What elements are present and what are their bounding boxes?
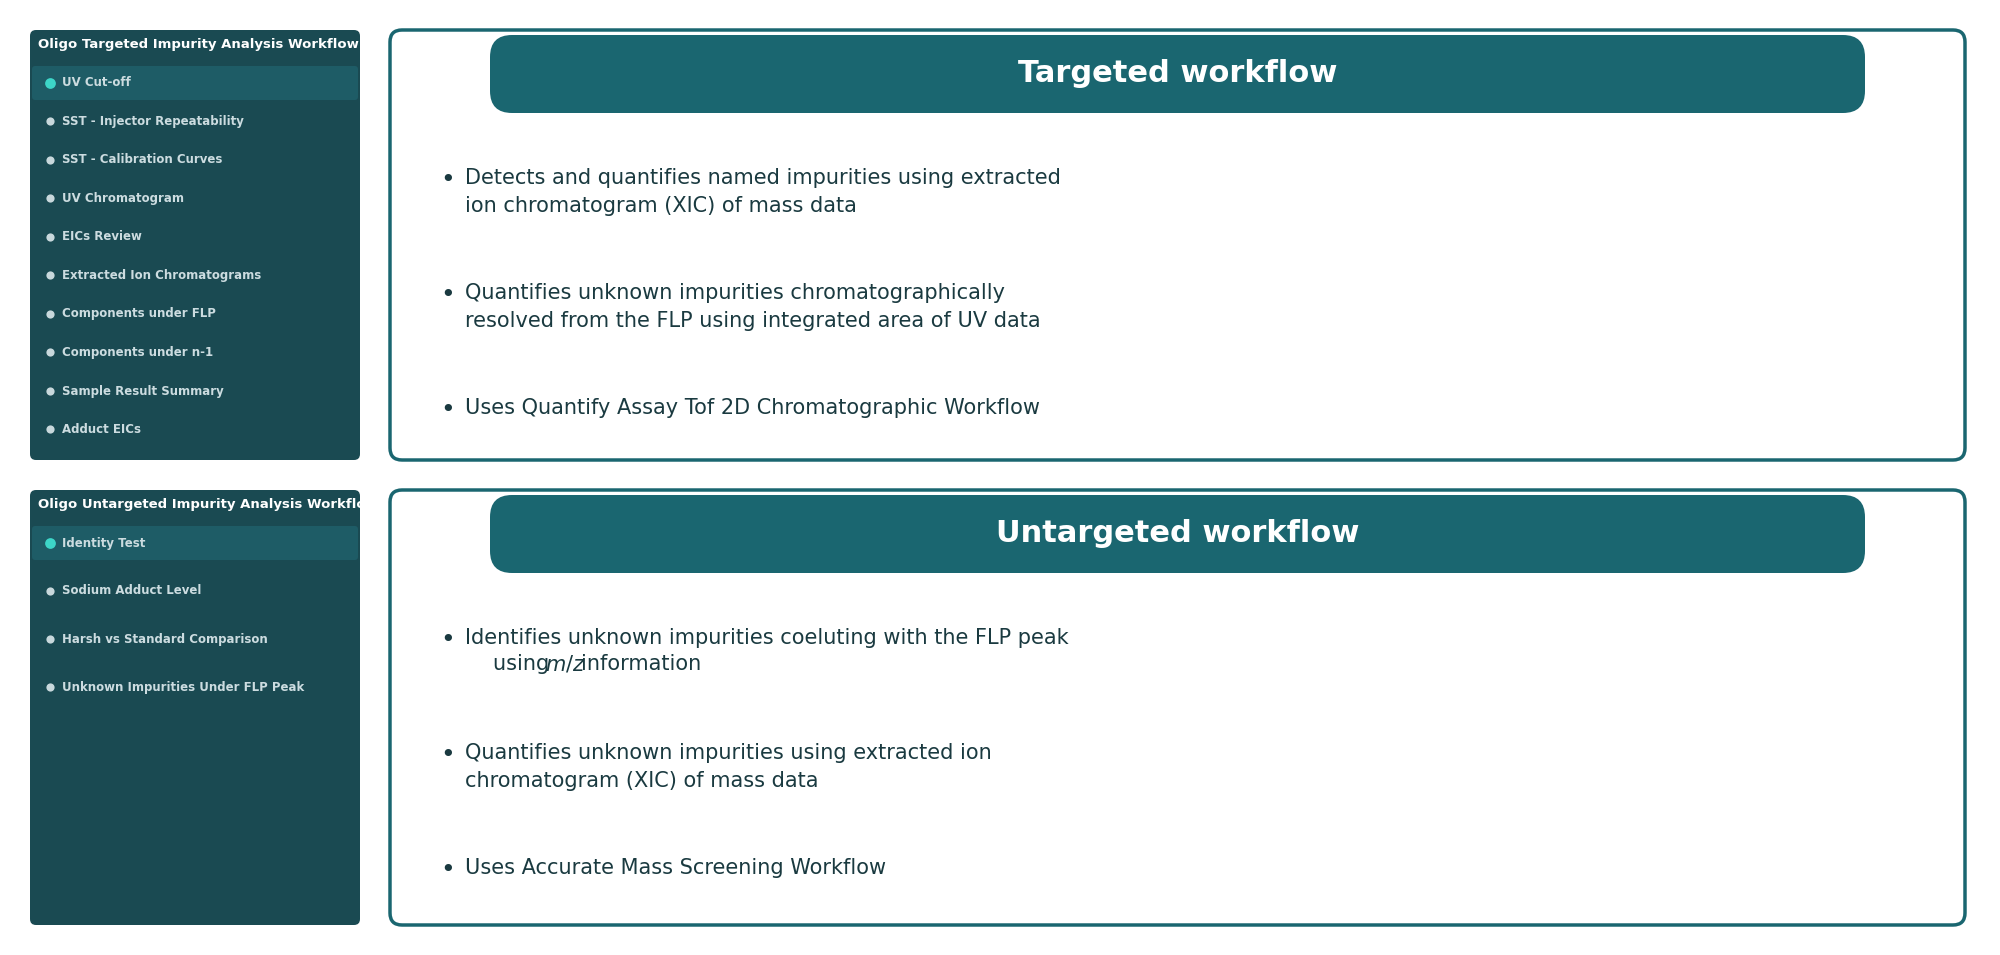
Point (34, 307, 66, 322)
Text: Uses Quantify Assay Tof 2D Chromatographic Workflow: Uses Quantify Assay Tof 2D Chromatograph… (464, 398, 1040, 418)
Text: Identifies unknown impurities coeluting with the FLP peak: Identifies unknown impurities coeluting … (464, 628, 1068, 648)
Text: •: • (440, 283, 454, 307)
Text: Unknown Impurities Under FLP Peak: Unknown Impurities Under FLP Peak (62, 681, 304, 693)
Text: Detects and quantifies named impurities using extracted
ion chromatogram (XIC) o: Detects and quantifies named impurities … (464, 168, 1060, 216)
Text: SST - Calibration Curves: SST - Calibration Curves (62, 154, 222, 166)
Text: •: • (440, 858, 454, 882)
Text: Oligo Untargeted Impurity Analysis Workflow: Oligo Untargeted Impurity Analysis Workf… (38, 498, 378, 511)
FancyBboxPatch shape (32, 66, 358, 100)
Text: Quantifies unknown impurities chromatographically
resolved from the FLP using in: Quantifies unknown impurities chromatogr… (464, 283, 1040, 331)
Text: UV Cut-off: UV Cut-off (62, 76, 130, 90)
Text: Uses Accurate Mass Screening Workflow: Uses Accurate Mass Screening Workflow (464, 858, 886, 878)
FancyBboxPatch shape (490, 495, 1864, 573)
Text: Sodium Adduct Level: Sodium Adduct Level (62, 584, 202, 598)
Text: using: using (492, 654, 556, 674)
Text: •: • (440, 398, 454, 422)
Text: •: • (440, 168, 454, 192)
Point (34, 631, 66, 647)
Point (34, 345, 66, 360)
FancyBboxPatch shape (390, 490, 1964, 925)
Point (34, 584, 66, 599)
Text: Components under n-1: Components under n-1 (62, 346, 214, 359)
Text: •: • (440, 628, 454, 652)
Text: Sample Result Summary: Sample Result Summary (62, 385, 224, 397)
Text: Quantifies unknown impurities using extracted ion
chromatogram (XIC) of mass dat: Quantifies unknown impurities using extr… (464, 743, 992, 791)
Point (34, 679, 66, 694)
Point (34, 383, 66, 398)
Point (34, 153, 66, 168)
Point (34, 75, 66, 91)
Text: Extracted Ion Chromatograms: Extracted Ion Chromatograms (62, 269, 262, 282)
Point (34, 267, 66, 283)
Text: Targeted workflow: Targeted workflow (1018, 59, 1338, 89)
Text: SST - Injector Repeatability: SST - Injector Repeatability (62, 115, 244, 128)
Text: information: information (580, 654, 702, 674)
Text: EICs Review: EICs Review (62, 230, 142, 244)
Point (34, 114, 66, 129)
Text: $\mathit{m/z}$: $\mathit{m/z}$ (544, 654, 586, 675)
Point (34, 422, 66, 437)
FancyBboxPatch shape (390, 30, 1964, 460)
FancyBboxPatch shape (490, 35, 1864, 113)
Text: Adduct EICs: Adduct EICs (62, 423, 140, 436)
Text: Identity Test: Identity Test (62, 537, 146, 549)
Point (34, 229, 66, 244)
Text: UV Chromatogram: UV Chromatogram (62, 192, 184, 205)
Text: Harsh vs Standard Comparison: Harsh vs Standard Comparison (62, 632, 268, 646)
Text: Untargeted workflow: Untargeted workflow (996, 520, 1360, 548)
Text: Components under FLP: Components under FLP (62, 308, 216, 321)
FancyBboxPatch shape (30, 490, 360, 925)
FancyBboxPatch shape (32, 526, 358, 560)
Point (34, 536, 66, 551)
Point (34, 191, 66, 206)
Text: •: • (440, 743, 454, 767)
FancyBboxPatch shape (30, 30, 360, 460)
Text: Oligo Targeted Impurity Analysis Workflow: Oligo Targeted Impurity Analysis Workflo… (38, 38, 358, 51)
